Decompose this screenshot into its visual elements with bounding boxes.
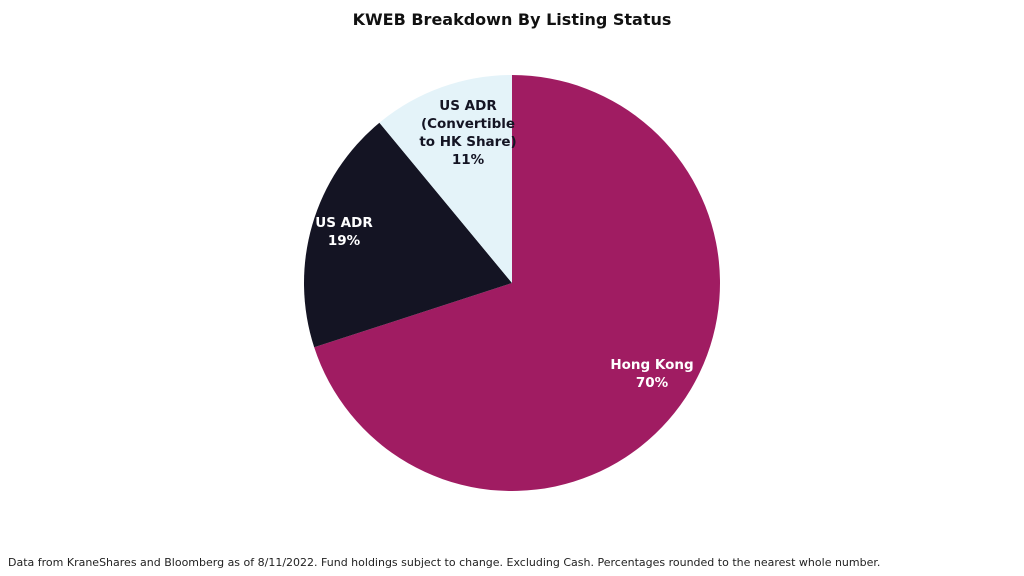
pie-slice-value-label: 70% (636, 375, 669, 391)
pie-slice-value-label: 19% (328, 233, 361, 249)
pie-slice-label: US ADR 19% (315, 215, 373, 249)
pie-slice-name-label: US ADR (439, 98, 497, 114)
chart-title: KWEB Breakdown By Listing Status (352, 10, 672, 29)
footnote: Data from KraneShares and Bloomberg as o… (8, 556, 881, 569)
pie-slice-name-label: to HK Share) (419, 134, 516, 150)
pie-labels: Hong Kong 70% US ADR 19% US ADR (Convertible t… (315, 98, 693, 391)
pie-slice-name-label: US ADR (315, 215, 373, 231)
pie-slice-name-label: (Convertible (421, 116, 515, 132)
pie-slice-us-adr-convertible-to-hk-share (379, 75, 512, 283)
pie-slice-label: US ADR (Convertible to HK Share) 11% (419, 98, 516, 168)
pie-slice-value-label: 11% (452, 152, 485, 168)
pie-slice-hong-kong (314, 75, 720, 491)
pie-slice-name-label: Hong Kong (610, 357, 693, 373)
pie-slice-label: Hong Kong 70% (610, 357, 693, 391)
pie-slices (303, 75, 720, 491)
pie-slice-us-adr (303, 122, 512, 348)
